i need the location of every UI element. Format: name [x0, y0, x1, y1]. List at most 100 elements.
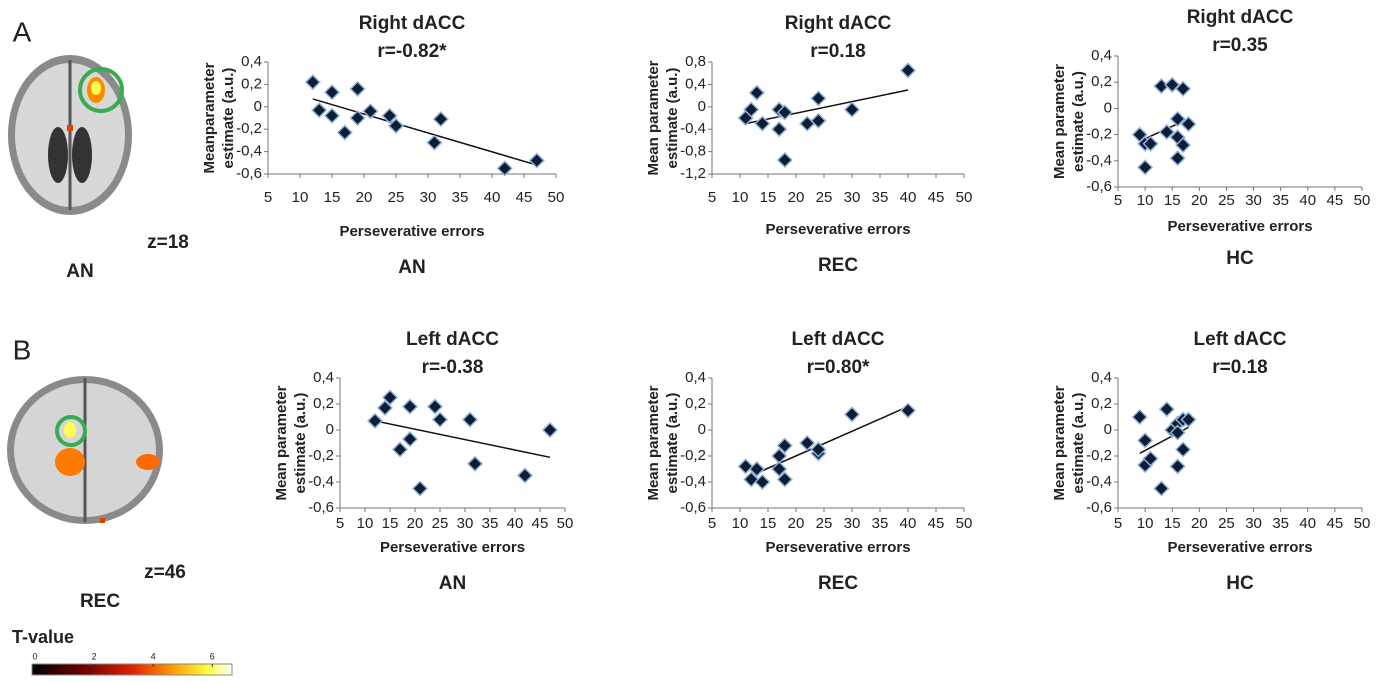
- chart-title: Right dACC: [1187, 7, 1294, 28]
- y-tick-label: -0,2: [308, 447, 334, 464]
- x-tick-label: 10: [732, 189, 749, 206]
- x-tick-label: 5: [708, 515, 716, 532]
- slice-label: z=46: [144, 562, 186, 583]
- x-tick-label: 50: [1354, 515, 1371, 532]
- y-tick-label: 0,2: [1091, 395, 1112, 412]
- y-tick-label: -0,6: [1086, 178, 1112, 195]
- y-tick-label: 0,8: [685, 53, 706, 70]
- x-tick-label: 15: [382, 515, 399, 532]
- x-tick-label: 15: [760, 515, 777, 532]
- data-point: [403, 400, 417, 414]
- y-tick-label: 0: [326, 421, 334, 438]
- x-tick-label: 25: [1218, 192, 1235, 209]
- colorbar-tick-label: 4: [151, 651, 156, 661]
- data-point: [811, 91, 825, 105]
- caption: HC: [1226, 573, 1254, 594]
- data-point: [750, 86, 764, 100]
- x-tick-label: 30: [1245, 515, 1262, 532]
- data-point: [800, 117, 814, 131]
- x-tick-label: 20: [356, 189, 373, 206]
- caption: REC: [818, 255, 858, 276]
- x-tick-label: 45: [1327, 192, 1344, 209]
- x-tick-label: 15: [324, 189, 341, 206]
- colorbar-tick-label: 2: [92, 651, 97, 661]
- y-tick-label: 0,4: [313, 369, 334, 386]
- x-tick-label: 5: [1114, 192, 1122, 209]
- x-axis-label: Perseverative errors: [765, 539, 910, 556]
- x-tick-label: 50: [1354, 192, 1371, 209]
- x-tick-label: 45: [928, 515, 945, 532]
- x-tick-label: 5: [336, 515, 344, 532]
- x-tick-label: 40: [900, 515, 917, 532]
- y-tick-label: 0,4: [1091, 47, 1112, 64]
- y-tick-label: -0,4: [236, 143, 262, 160]
- y-tick-label: 0,2: [313, 395, 334, 412]
- y-axis-label: estimate (a.u.): [1070, 393, 1087, 494]
- data-point: [518, 469, 532, 483]
- data-point: [845, 407, 859, 421]
- data-point: [306, 75, 320, 89]
- panel-label: A: [13, 16, 32, 47]
- data-point: [901, 404, 915, 418]
- data-point: [428, 400, 442, 414]
- caption: HC: [1226, 248, 1254, 269]
- y-tick-label: 0,4: [685, 75, 706, 92]
- y-tick-label: -0,2: [1086, 126, 1112, 143]
- chart-subtitle: r=0.35: [1212, 35, 1268, 56]
- data-point: [811, 114, 825, 128]
- x-tick-label: 45: [1327, 515, 1344, 532]
- data-point: [434, 112, 448, 126]
- x-tick-label: 20: [407, 515, 424, 532]
- x-tick-label: 20: [1191, 515, 1208, 532]
- x-tick-label: 35: [482, 515, 499, 532]
- x-tick-label: 50: [956, 515, 973, 532]
- y-axis-label: Meanparameter: [201, 62, 218, 173]
- x-tick-label: 25: [816, 189, 833, 206]
- data-point: [468, 457, 482, 471]
- x-tick-label: 25: [388, 189, 405, 206]
- chart-title: Left dACC: [1194, 329, 1287, 350]
- panel-label: B: [13, 334, 32, 365]
- x-tick-label: 40: [900, 189, 917, 206]
- data-point: [772, 122, 786, 136]
- colorbar-title: T-value: [12, 627, 74, 647]
- y-axis-label: estimate (a.u.): [664, 393, 681, 494]
- chart-subtitle: r=-0.38: [422, 357, 484, 378]
- data-point: [403, 432, 417, 446]
- x-tick-label: 35: [872, 189, 889, 206]
- colorbar-tick-label: 0: [32, 651, 37, 661]
- group-label: REC: [80, 591, 120, 612]
- chart-subtitle: r=0.18: [810, 41, 865, 62]
- y-tick-label: -0,4: [1086, 473, 1112, 490]
- chart-title: Left dACC: [792, 329, 885, 350]
- figure: AANz=18BRECz=46T-value0246Right dACCr=-0…: [0, 0, 1396, 678]
- y-axis-label: Mean parameter: [1051, 385, 1068, 500]
- y-tick-label: 0,2: [241, 75, 262, 92]
- y-tick-label: -0,6: [308, 499, 334, 516]
- y-tick-label: 0,4: [1091, 369, 1112, 386]
- x-tick-label: 20: [788, 515, 805, 532]
- data-point: [368, 414, 382, 428]
- data-point: [463, 413, 477, 427]
- y-axis-label: estimate (a.u.): [664, 68, 681, 169]
- x-tick-label: 25: [432, 515, 449, 532]
- data-point: [755, 475, 769, 489]
- y-tick-label: -0,6: [236, 165, 262, 182]
- x-tick-label: 50: [548, 189, 565, 206]
- brain-image-b: [7, 376, 163, 524]
- x-tick-label: 45: [516, 189, 533, 206]
- x-axis-label: Perseverative errors: [380, 539, 525, 556]
- data-point: [530, 154, 544, 168]
- trend-line: [746, 90, 908, 124]
- x-tick-label: 20: [1191, 192, 1208, 209]
- x-tick-label: 40: [484, 189, 501, 206]
- caption: REC: [818, 573, 858, 594]
- x-tick-label: 45: [928, 189, 945, 206]
- y-tick-label: -0,2: [680, 447, 706, 464]
- x-tick-label: 20: [788, 189, 805, 206]
- chart-title: Right dACC: [785, 13, 892, 34]
- data-point: [312, 103, 326, 117]
- y-tick-label: 0,2: [1091, 73, 1112, 90]
- y-tick-label: 0: [698, 98, 706, 115]
- y-tick-label: 0: [698, 421, 706, 438]
